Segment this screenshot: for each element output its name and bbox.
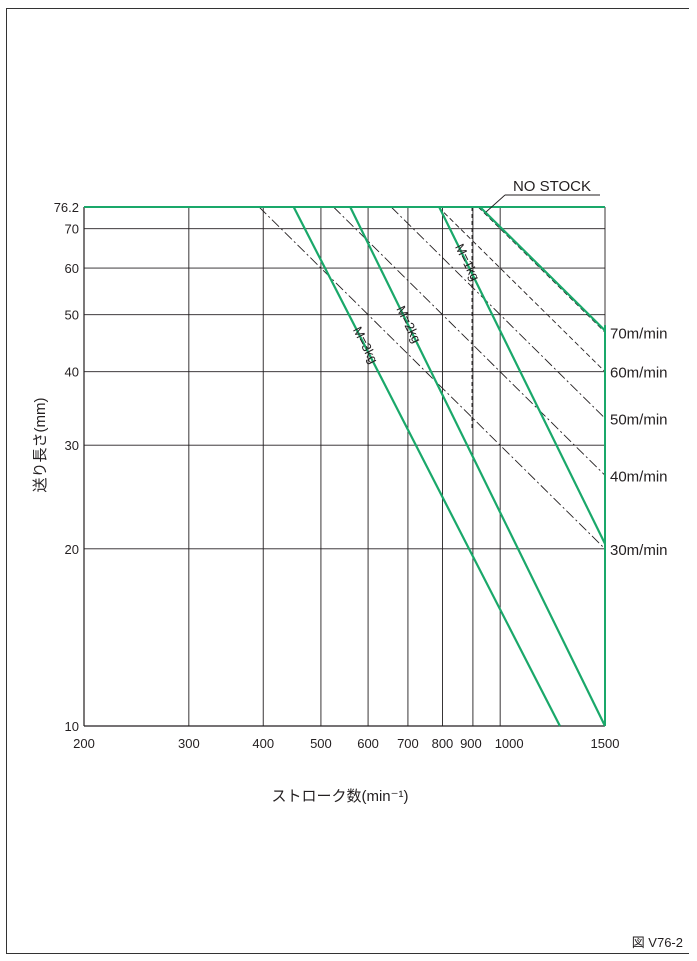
chart-frame <box>6 8 689 954</box>
series-line <box>438 206 606 545</box>
no-stock-leader <box>485 194 506 213</box>
series-line <box>292 206 561 727</box>
tick-labels: 200 300 400 500 600 700 800 900 1000 1500 10 20 30 40… <box>54 200 620 751</box>
speed-label: 30m/min <box>610 542 668 559</box>
x-tick-label: 200 <box>73 736 95 751</box>
y-tick-label: 40 <box>65 365 79 380</box>
series-line <box>349 206 606 727</box>
x-tick-label: 700 <box>397 736 419 751</box>
grid <box>83 207 606 727</box>
speed-line <box>438 206 606 373</box>
y-tick-label: 70 <box>65 222 79 237</box>
speed-line <box>477 206 606 333</box>
x-tick-label: 900 <box>460 736 482 751</box>
speed-lines: 70m/min 60m/min 50m/min 40m/min 30m/min <box>258 206 668 559</box>
x-tick-label: 800 <box>432 736 454 751</box>
x-tick-label: 1500 <box>591 736 620 751</box>
y-tick-label: 10 <box>65 719 79 734</box>
x-tick-label: 300 <box>178 736 200 751</box>
y-tick-label: 76.2 <box>54 200 79 215</box>
x-tick-label: 500 <box>310 736 332 751</box>
series-label: M=2kg <box>393 303 424 345</box>
y-tick-label: 60 <box>65 261 79 276</box>
speed-line <box>390 206 606 419</box>
x-tick-label: 600 <box>357 736 379 751</box>
no-stock-label: NO STOCK <box>513 178 591 195</box>
speed-label: 50m/min <box>610 411 668 428</box>
x-tick-label: 400 <box>252 736 274 751</box>
y-axis-label: 送り長さ(mm) <box>32 398 49 493</box>
series-label: M=3kg <box>350 324 381 366</box>
series-label: M=1kg <box>452 241 483 283</box>
y-tick-label: 50 <box>65 308 79 323</box>
no-stock-line <box>479 206 606 332</box>
speed-line <box>258 206 606 550</box>
speed-label: 60m/min <box>610 365 668 382</box>
y-tick-label: 30 <box>65 438 79 453</box>
speed-label: 70m/min <box>610 325 668 342</box>
mass-series: M=1kg M=2kg M=3kg NO STOCK <box>84 178 606 727</box>
speed-line <box>333 206 606 476</box>
speed-label: 40m/min <box>610 468 668 485</box>
x-tick-label: 1000 <box>495 736 524 751</box>
figure-label: 図 V76-2 <box>631 935 683 950</box>
y-tick-label: 20 <box>65 542 79 557</box>
x-axis-label: ストローク数(min⁻¹) <box>271 788 408 805</box>
